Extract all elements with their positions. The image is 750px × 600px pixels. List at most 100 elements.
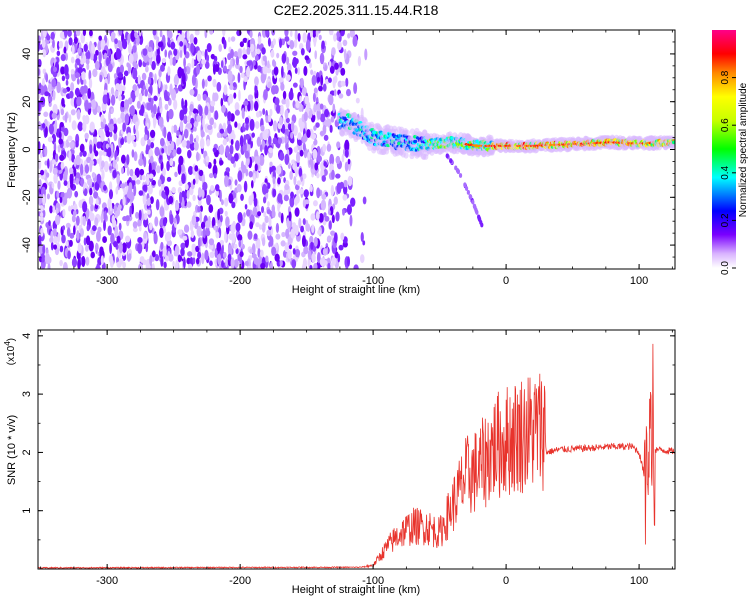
heatmap-cell xyxy=(181,139,187,148)
heatmap-cell xyxy=(313,262,318,269)
heatmap-cell xyxy=(350,197,356,207)
heatmap-cell xyxy=(246,66,251,78)
heatmap-cell xyxy=(221,104,226,114)
heatmap-cell xyxy=(309,30,313,39)
heatmap-cell xyxy=(272,188,277,198)
heatmap-cell xyxy=(111,214,116,225)
heatmap-cell xyxy=(89,212,95,222)
heatmap-cell xyxy=(134,31,138,38)
heatmap-cell xyxy=(164,49,168,58)
heatmap-cell xyxy=(110,87,115,96)
heatmap-cell xyxy=(92,68,98,78)
heatmap-cell xyxy=(264,144,268,156)
heatmap-cell xyxy=(319,52,325,65)
heatmap-cell xyxy=(458,173,463,178)
heatmap-cell xyxy=(59,121,64,128)
heatmap-cell xyxy=(223,84,228,96)
heatmap-cell xyxy=(82,84,88,94)
heatmap-cell xyxy=(312,92,316,103)
heatmap-cell xyxy=(299,77,305,89)
heatmap-cell xyxy=(343,179,348,188)
heatmap-cell xyxy=(310,213,316,221)
heatmap-cell xyxy=(84,244,89,252)
heatmap-cell xyxy=(285,228,290,239)
heatmap-cell xyxy=(341,154,345,163)
heatmap-cell xyxy=(122,196,126,207)
heatmap-cell xyxy=(64,112,68,123)
heatmap-cell xyxy=(230,58,233,68)
heatmap-cell xyxy=(293,39,298,49)
heatmap-cell xyxy=(223,65,227,72)
heatmap-cell xyxy=(235,222,241,232)
heatmap-cell xyxy=(48,220,51,226)
heatmap-cell xyxy=(42,30,47,38)
heatmap-cell xyxy=(158,68,162,78)
heatmap-cell xyxy=(255,237,261,250)
heatmap-cell xyxy=(340,67,346,76)
heatmap-cell xyxy=(84,188,88,197)
x-tick-label: -300 xyxy=(96,275,118,287)
heatmap-cell xyxy=(112,123,118,134)
heatmap-cell xyxy=(340,80,346,87)
heatmap-cell xyxy=(164,103,169,111)
heatmap-cell xyxy=(214,63,220,73)
y-tick-label: -20 xyxy=(21,189,33,205)
heatmap-cell xyxy=(149,255,153,266)
heatmap-cell xyxy=(220,199,224,206)
heatmap-cell xyxy=(234,101,240,112)
heatmap-cell xyxy=(295,151,301,164)
heatmap-cell xyxy=(52,66,58,73)
heatmap-cell xyxy=(297,132,302,141)
heatmap-cell xyxy=(189,133,194,145)
heatmap-cell xyxy=(159,206,165,217)
heatmap-cell xyxy=(88,102,92,109)
heatmap-cell xyxy=(282,90,287,100)
heatmap-cell xyxy=(145,241,149,253)
heatmap-cell xyxy=(90,251,95,259)
heatmap-cell xyxy=(193,141,199,151)
heatmap-cell xyxy=(293,146,299,153)
heatmap-cell xyxy=(215,189,219,197)
heatmap-cell xyxy=(150,161,156,173)
heatmap-cell xyxy=(186,30,190,41)
heatmap-cell xyxy=(191,57,195,69)
heatmap-cell xyxy=(214,110,219,121)
heatmap-cell xyxy=(144,212,148,221)
heatmap-cell xyxy=(180,242,186,250)
heatmap-cell xyxy=(236,183,242,193)
heatmap-cell xyxy=(56,190,60,199)
heatmap-cell xyxy=(118,30,123,36)
heatmap-cell xyxy=(298,43,304,50)
heatmap-cell xyxy=(39,205,44,212)
heatmap-cell xyxy=(194,30,200,36)
heatmap-cell xyxy=(123,99,130,110)
heatmap-cell xyxy=(339,30,345,37)
heatmap-cell xyxy=(267,201,270,207)
heatmap-cell xyxy=(239,135,244,148)
heatmap-cell xyxy=(257,35,262,45)
heatmap-cell xyxy=(189,142,196,151)
heatmap-cell xyxy=(71,257,78,268)
heatmap-cell xyxy=(269,108,273,117)
heatmap-cell xyxy=(213,158,217,166)
heatmap-cell xyxy=(157,41,164,48)
heatmap-cell xyxy=(63,46,67,54)
heatmap-cell xyxy=(55,207,59,214)
heatmap-cell xyxy=(242,37,248,43)
heatmap-cell xyxy=(38,256,43,263)
heatmap-cell xyxy=(146,197,151,207)
heatmap-cell xyxy=(449,158,453,164)
heatmap-cell xyxy=(128,253,132,261)
heatmap-cell xyxy=(213,225,217,231)
heatmap-cell xyxy=(242,54,248,60)
heatmap-cell xyxy=(195,64,201,75)
heatmap-cell xyxy=(76,77,80,85)
heatmap-cell xyxy=(84,114,90,125)
heatmap-cell xyxy=(305,219,309,232)
heatmap-cell xyxy=(330,230,336,236)
heatmap-cell xyxy=(331,47,336,56)
heatmap-cell xyxy=(130,135,136,141)
heatmap-cell xyxy=(68,150,72,162)
heatmap-cell xyxy=(306,128,311,138)
heatmap-cell xyxy=(193,37,198,45)
